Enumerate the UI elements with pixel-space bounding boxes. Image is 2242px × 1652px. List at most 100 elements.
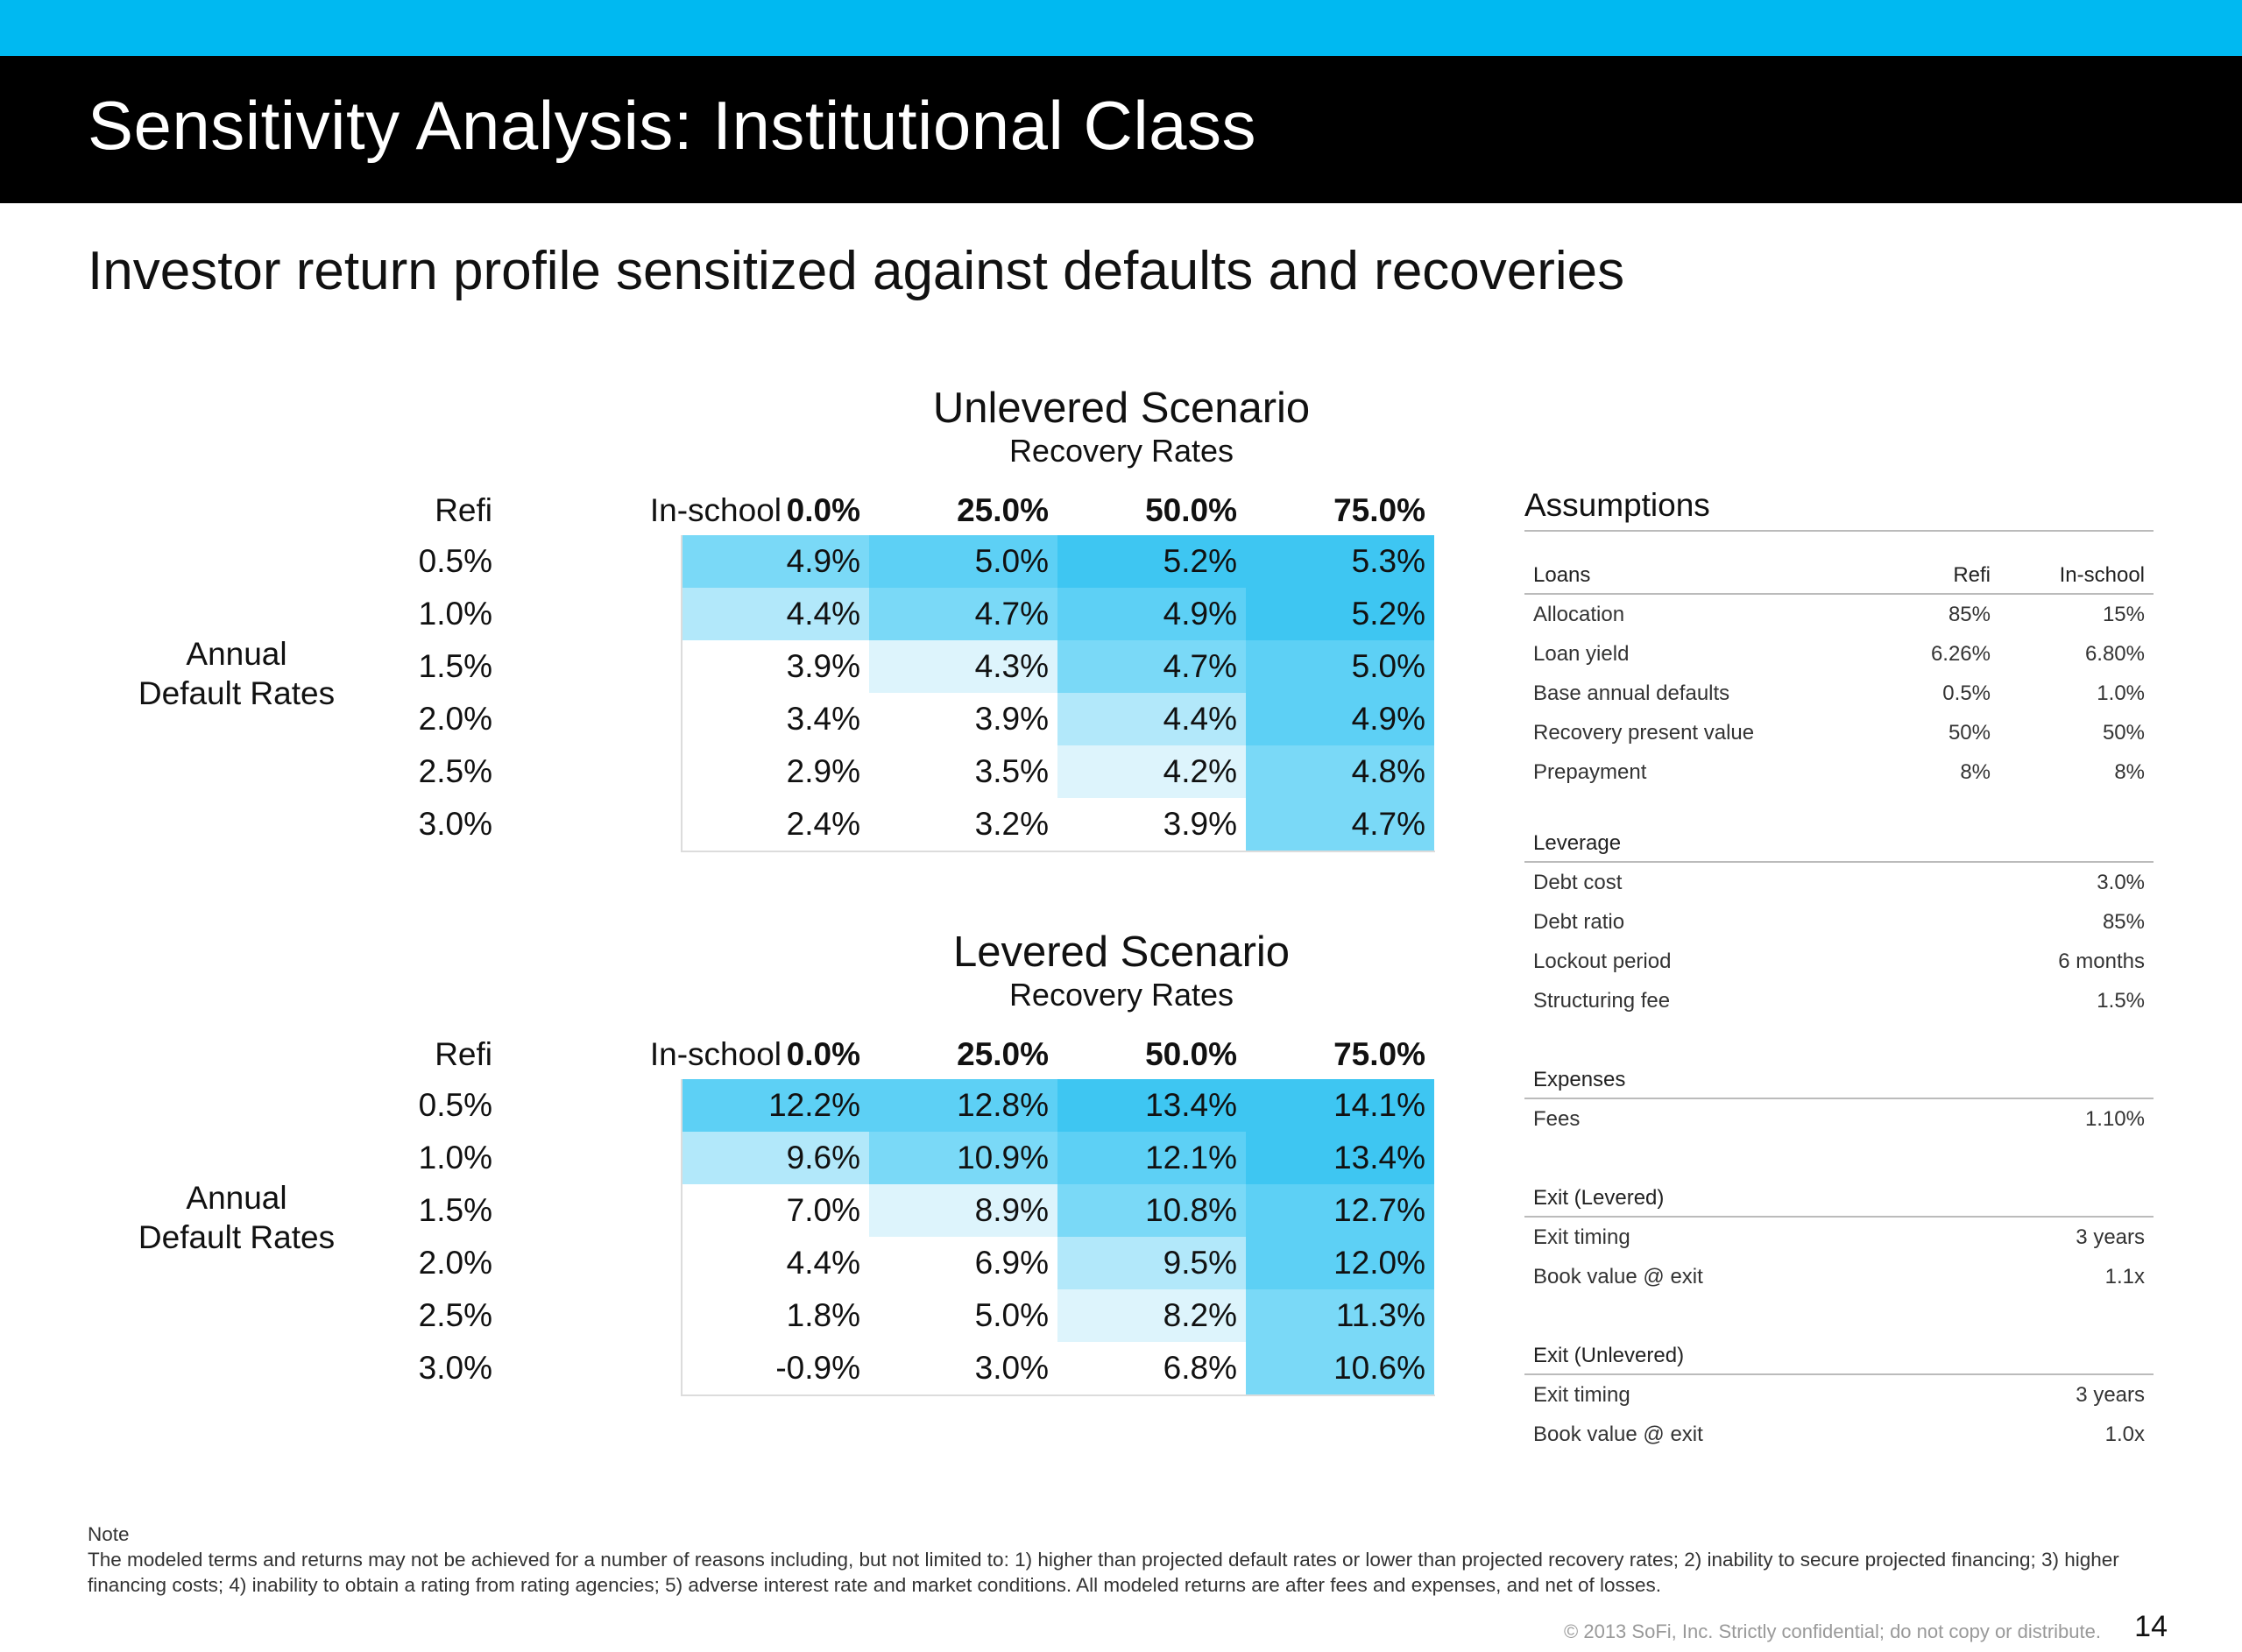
return-cell: 4.2% — [1057, 745, 1246, 798]
leverage-row-label: Lockout period — [1533, 950, 1672, 973]
loans-row-label: Base annual defaults — [1533, 681, 1730, 705]
exit-levered-row: Exit timing 3 years — [1533, 1218, 2145, 1257]
unlevered-grid-border — [681, 535, 1435, 852]
refi-default-rate: 0.5% — [418, 543, 492, 579]
return-cell: 14.1% — [1246, 1079, 1434, 1132]
return-cell: 13.4% — [1246, 1132, 1434, 1184]
note: Note The modeled terms and returns may n… — [88, 1521, 2190, 1598]
return-cell: 9.5% — [1057, 1237, 1246, 1289]
expenses-row-label: Fees — [1533, 1107, 1581, 1131]
loans-row: Prepayment 8% 8% — [1533, 752, 2145, 792]
row-label-line2: Default Rates — [138, 1219, 336, 1255]
return-cell: 5.0% — [1246, 640, 1434, 693]
leverage-header: Leverage — [1533, 823, 2145, 863]
exit-levered-row-label: Exit timing — [1533, 1225, 1630, 1249]
return-cell: 12.0% — [1246, 1237, 1434, 1289]
leverage-row: Structuring fee 1.5% — [1533, 981, 2145, 1020]
refi-default-rate: 2.5% — [418, 1297, 492, 1333]
loans-row: Allocation 85% 15% — [1533, 595, 2145, 634]
col-header-recovery: 50.0% — [1145, 1036, 1237, 1072]
row-label-line1: Annual — [186, 1180, 287, 1216]
note-heading: Note — [88, 1523, 130, 1545]
refi-default-rate: 1.0% — [418, 596, 492, 632]
exit-levered-row-value: 3 years — [2076, 1225, 2145, 1249]
col-header-recovery: 25.0% — [957, 1036, 1049, 1072]
levered-row-label: Annual Default Rates — [114, 1178, 359, 1257]
exit-unlevered-row-value: 3 years — [2076, 1383, 2145, 1407]
copyright-footer: © 2013 SoFi, Inc. Strictly confidential;… — [1564, 1620, 2101, 1642]
col-header-recovery: 0.0% — [786, 492, 860, 528]
row-label-line1: Annual — [186, 636, 287, 672]
page-number: 14 — [2134, 1610, 2168, 1643]
loans-row-value: 50% — [2102, 721, 2145, 745]
unlevered-title: Unlevered Scenario — [932, 385, 1311, 432]
leverage-row-value: 6 months — [2058, 950, 2145, 973]
refi-default-rate: 2.0% — [418, 701, 492, 737]
return-cell: 12.7% — [1246, 1184, 1434, 1237]
return-cell: 13.4% — [1057, 1079, 1246, 1132]
return-cell: 3.9% — [681, 640, 869, 693]
refi-default-rate: 0.5% — [418, 1087, 492, 1123]
loans-row-value-refi: 8% — [1960, 760, 1991, 784]
return-cell: 4.4% — [681, 1237, 869, 1289]
loans-header-value-refi: Refi — [1953, 563, 1991, 587]
leverage-row: Debt ratio 85% — [1533, 902, 2145, 942]
levered-grid-border — [681, 1079, 1435, 1396]
return-cell: 3.9% — [1057, 798, 1246, 851]
loans-rule — [1524, 593, 2154, 595]
return-cell: 5.3% — [1246, 535, 1434, 588]
exit-unlevered-rule — [1524, 1373, 2154, 1375]
loans-row-value-refi: 0.5% — [1942, 681, 1991, 705]
exit-levered-header-label: Exit (Levered) — [1533, 1186, 1665, 1210]
exit-levered-row-label: Book value @ exit — [1533, 1265, 1703, 1288]
return-cell: 11.3% — [1246, 1289, 1434, 1342]
return-cell: 9.6% — [681, 1132, 869, 1184]
return-cell: 5.0% — [869, 535, 1057, 588]
exit-levered-row: Book value @ exit 1.1x — [1533, 1257, 2145, 1296]
return-cell: 5.2% — [1246, 588, 1434, 640]
loans-row-label: Recovery present value — [1533, 721, 1755, 745]
refi-default-rate: 1.5% — [418, 648, 492, 684]
return-cell: 10.6% — [1246, 1342, 1434, 1394]
loans-row-label: Prepayment — [1533, 760, 1647, 784]
return-cell: 10.9% — [869, 1132, 1057, 1184]
return-cell: 1.8% — [681, 1289, 869, 1342]
return-cell: 4.4% — [1057, 693, 1246, 745]
exit-unlevered-row-label: Exit timing — [1533, 1383, 1630, 1407]
loans-row-label: Allocation — [1533, 603, 1625, 626]
return-cell: 3.5% — [869, 745, 1057, 798]
exit-unlevered-row: Exit timing 3 years — [1533, 1375, 2145, 1415]
refi-default-rate: 2.5% — [418, 753, 492, 789]
loans-row-value: 1.0% — [2097, 681, 2145, 705]
return-cell: 3.4% — [681, 693, 869, 745]
loans-row-value-refi: 50% — [1948, 721, 1991, 745]
return-cell: 7.0% — [681, 1184, 869, 1237]
col-header-recovery: 25.0% — [957, 492, 1049, 528]
return-cell: 4.7% — [869, 588, 1057, 640]
expenses-header: Expenses — [1533, 1060, 2145, 1099]
refi-default-rate: 1.0% — [418, 1140, 492, 1175]
return-cell: 3.9% — [869, 693, 1057, 745]
leverage-rule — [1524, 861, 2154, 863]
return-cell: 3.0% — [869, 1342, 1057, 1394]
exit-levered-header: Exit (Levered) — [1533, 1178, 2145, 1218]
return-cell: 12.8% — [869, 1079, 1057, 1132]
loans-header-value: In-school — [2059, 563, 2145, 587]
expenses-header-label: Expenses — [1533, 1068, 1626, 1091]
leverage-row-label: Debt ratio — [1533, 910, 1625, 934]
loans-row: Loan yield 6.26% 6.80% — [1533, 634, 2145, 674]
leverage-row-value: 85% — [2102, 910, 2145, 934]
loans-row-label: Loan yield — [1533, 642, 1630, 666]
refi-default-rate: 2.0% — [418, 1245, 492, 1281]
assumptions-rule — [1524, 530, 2154, 532]
title-bar: Sensitivity Analysis: Institutional Clas… — [0, 56, 2242, 203]
exit-unlevered-header-label: Exit (Unlevered) — [1533, 1344, 1685, 1367]
col-header-inschool: In-school — [649, 492, 782, 528]
top-accent-bar — [0, 0, 2242, 56]
refi-default-rate: 1.5% — [418, 1192, 492, 1228]
loans-row-value: 6.80% — [2084, 642, 2145, 666]
return-cell: 4.9% — [1246, 693, 1434, 745]
return-cell: 8.2% — [1057, 1289, 1246, 1342]
return-cell: 12.1% — [1057, 1132, 1246, 1184]
col-header-recovery: 0.0% — [786, 1036, 860, 1072]
